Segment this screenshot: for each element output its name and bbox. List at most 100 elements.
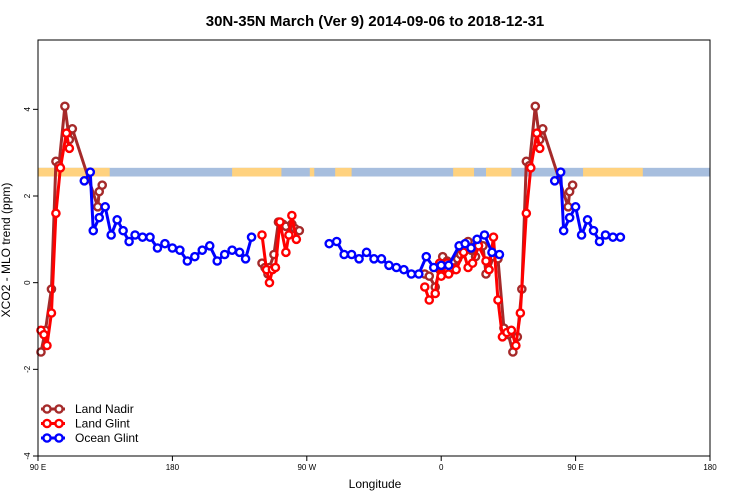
data-point — [428, 262, 439, 273]
y-axis-label: XCO2 - MLO trend (ppm) — [0, 183, 13, 318]
data-point — [570, 202, 581, 212]
data-point — [384, 260, 394, 271]
land-band-segment — [583, 167, 643, 177]
data-point — [376, 254, 387, 264]
legend-item: Ocean Glint — [41, 431, 139, 445]
land-ocean-band — [38, 167, 710, 177]
data-point — [537, 124, 548, 134]
data-point — [419, 282, 430, 292]
land-band-segment — [486, 167, 512, 177]
data-point — [361, 247, 372, 258]
data-point — [339, 249, 349, 260]
data-point — [264, 277, 275, 288]
data-point — [204, 241, 215, 251]
data-point — [421, 251, 432, 262]
data-point — [615, 232, 626, 242]
chart-title: 30N-35N March (Ver 9) 2014-09-06 to 2018… — [206, 13, 545, 30]
data-point — [424, 271, 435, 281]
data-point — [582, 215, 593, 225]
series-group — [36, 101, 626, 357]
legend-marker — [42, 404, 52, 414]
legend-marker — [54, 404, 64, 414]
series-land-nadir — [36, 101, 578, 357]
data-point — [484, 264, 494, 275]
data-point — [594, 236, 605, 247]
data-point — [100, 202, 110, 212]
data-point — [234, 247, 245, 258]
data-point — [576, 230, 587, 240]
data-point — [369, 254, 379, 264]
data-point — [600, 230, 611, 240]
data-point — [240, 254, 251, 264]
land-band-segment — [453, 167, 475, 177]
data-point — [549, 176, 560, 186]
data-point — [284, 230, 294, 240]
data-point — [424, 295, 435, 305]
legend-label: Ocean Glint — [75, 431, 139, 445]
data-point — [608, 232, 618, 242]
data-point — [451, 264, 461, 275]
data-point — [92, 202, 103, 212]
plot-frame — [37, 39, 711, 457]
series-ocean-glint — [79, 167, 626, 279]
land-band-segment — [232, 167, 282, 177]
data-point — [39, 329, 49, 340]
data-point — [467, 258, 478, 268]
data-point — [458, 247, 469, 258]
data-point — [521, 208, 532, 219]
legend-marker — [42, 433, 52, 443]
x-axis-label: Longitude — [349, 477, 402, 491]
y-tick-label: 0 — [23, 280, 32, 285]
data-point — [436, 260, 447, 271]
y-tick-label: 4 — [23, 107, 32, 112]
data-point — [481, 256, 491, 266]
data-point — [270, 262, 281, 273]
data-point — [515, 308, 526, 318]
data-point — [182, 256, 193, 266]
data-point — [567, 180, 578, 190]
data-point — [257, 230, 267, 240]
data-point — [51, 208, 61, 219]
data-point — [106, 230, 116, 240]
x-tick-label: 90 W — [297, 463, 316, 472]
data-point — [67, 124, 78, 134]
land-band-segment — [335, 167, 352, 177]
y-tick-label: 2 — [23, 193, 32, 198]
data-point — [555, 167, 566, 177]
data-point — [291, 234, 302, 245]
data-point — [55, 163, 66, 173]
x-tick-label: 180 — [166, 463, 180, 472]
data-point — [42, 340, 52, 351]
series-line — [260, 214, 298, 285]
data-point — [167, 243, 178, 253]
data-point — [391, 262, 402, 273]
data-point — [430, 288, 441, 299]
data-point — [79, 176, 90, 186]
data-point — [588, 225, 599, 236]
y-tick-label: -2 — [23, 365, 32, 373]
data-point — [64, 143, 75, 154]
data-point — [175, 245, 185, 255]
data-point — [479, 230, 490, 240]
series-land-glint — [36, 128, 545, 351]
data-point — [137, 232, 148, 242]
data-point — [563, 202, 573, 212]
data-point — [436, 271, 447, 281]
ocean-band — [38, 167, 710, 177]
data-point — [36, 347, 46, 357]
data-point — [406, 269, 417, 279]
data-point — [246, 232, 257, 242]
data-point — [531, 128, 542, 138]
data-point — [443, 260, 454, 271]
data-point — [189, 251, 200, 262]
data-point — [466, 243, 476, 253]
data-point — [331, 236, 342, 247]
data-point — [494, 249, 505, 260]
data-point — [488, 232, 499, 242]
data-point — [534, 143, 545, 154]
data-point — [275, 217, 285, 227]
data-point — [130, 230, 140, 240]
data-point — [530, 101, 541, 112]
